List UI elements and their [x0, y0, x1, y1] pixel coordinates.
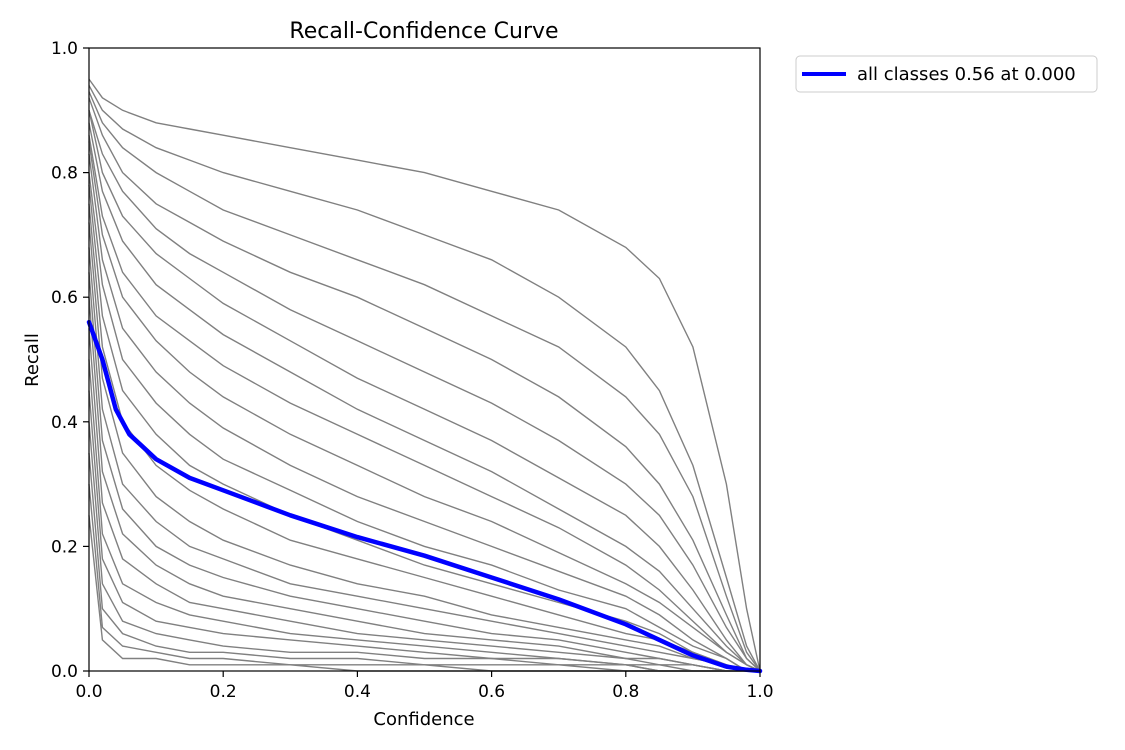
x-axis-label: Confidence: [373, 709, 474, 730]
class-curve-13: [88, 203, 760, 672]
x-tick-label: 0.2: [210, 682, 237, 702]
class-curve-16: [88, 272, 760, 672]
legend: all classes 0.56 at 0.000: [795, 55, 1098, 93]
y-tick-label: 0.2: [51, 537, 78, 557]
x-tick-label: 0.8: [612, 682, 639, 702]
plot-frame: [88, 47, 761, 672]
y-axis-label: Recall: [22, 333, 43, 387]
x-axis: 0.0 0.2 0.4 0.6 0.8 1.0: [75, 671, 774, 702]
class-curve-20: [88, 390, 760, 672]
y-tick-label: 0.0: [51, 662, 78, 682]
x-tick-label: 1.0: [746, 682, 773, 702]
class-curve-11: [88, 172, 760, 672]
class-curve-12: [88, 185, 760, 672]
class-curve-8: [88, 135, 761, 672]
class-curve-24: [88, 515, 760, 672]
class-curve-1: [88, 78, 761, 672]
class-curve-10: [88, 153, 760, 672]
x-tick-label: 0.0: [75, 682, 102, 702]
class-curves: [88, 78, 761, 672]
x-tick-label: 0.4: [344, 682, 371, 702]
legend-box: [795, 55, 1098, 93]
class-curve-7: [88, 122, 761, 672]
class-curve-5: [88, 110, 761, 672]
series-layer: [86, 319, 763, 674]
y-tick-label: 1.0: [51, 39, 78, 59]
class-curve-18: [88, 328, 760, 672]
class-curve-14: [88, 222, 760, 672]
chart-title: Recall-Confidence Curve: [289, 19, 558, 44]
y-axis: 0.0 0.2 0.4 0.6 0.8 1.0: [51, 39, 89, 682]
class-curve-3: [88, 91, 761, 672]
series-line-all-classes: [86, 319, 763, 674]
legend-label: all classes 0.56 at 0.000: [857, 64, 1076, 85]
x-tick-label: 0.6: [478, 682, 505, 702]
class-curve-9: [88, 141, 761, 672]
y-tick-label: 0.4: [51, 413, 78, 433]
class-curve-15: [88, 247, 760, 672]
y-tick-label: 0.8: [51, 164, 78, 184]
class-curve-2: [88, 85, 761, 672]
class-curve-6: [88, 110, 761, 672]
y-tick-label: 0.6: [51, 288, 78, 308]
class-curve-4: [88, 97, 761, 672]
